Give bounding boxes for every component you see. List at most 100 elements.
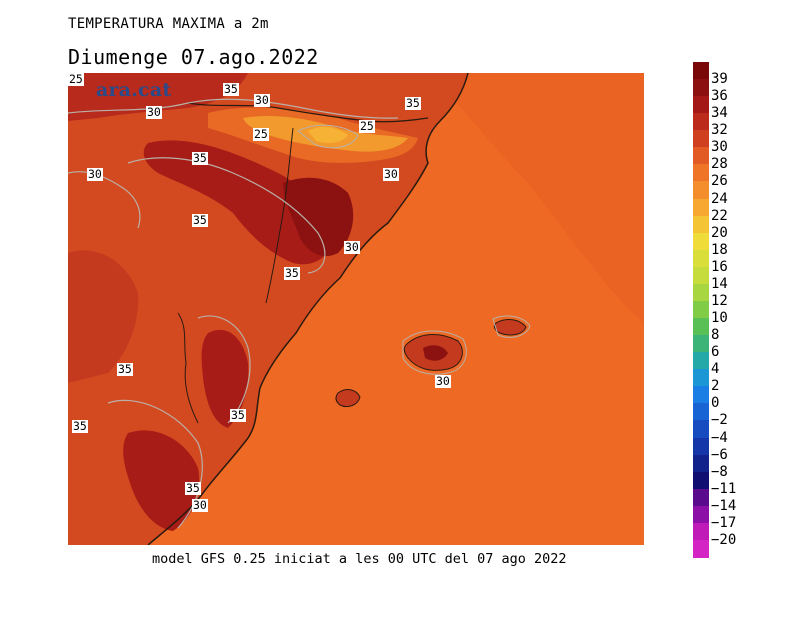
- legend-swatch: [693, 164, 709, 183]
- map-title: TEMPERATURA MAXIMA a 2m: [68, 16, 269, 32]
- legend-label: 14: [711, 275, 728, 292]
- legend-swatch: [693, 96, 709, 114]
- legend-swatch: [693, 300, 709, 319]
- isotherm-contour: [68, 98, 399, 119]
- isotherm-contour: [402, 330, 467, 375]
- contour-label: 30: [435, 374, 451, 388]
- isotherm-contour: [127, 157, 326, 274]
- west-interior-warm: [68, 250, 139, 383]
- legend-swatch: [693, 283, 709, 302]
- legend-swatch: [693, 420, 709, 439]
- legend-label: −20: [711, 531, 737, 548]
- legend-label: −2: [711, 412, 728, 429]
- southern-interior-hot: [123, 430, 200, 531]
- coastline: [147, 73, 469, 545]
- legend-label: 18: [711, 241, 728, 258]
- temperature-legend: 39 36 34 32 30 28 26 24 22 20 18 16 14 12 10 8 6 4 2 0 −2 −4−…: [693, 62, 783, 558]
- ibiza-island: [335, 389, 360, 407]
- legend-swatch: [693, 266, 709, 285]
- legend-label: 22: [711, 207, 728, 224]
- legend-swatch: [693, 181, 709, 200]
- legend-label: −17: [711, 514, 737, 531]
- legend-label: 12: [711, 292, 728, 309]
- contour-label: 30: [192, 498, 208, 512]
- menorca-island: [494, 319, 526, 335]
- legend-swatch: [693, 198, 709, 217]
- ara-cat-logo: ara.cat: [96, 79, 172, 101]
- forecast-date: Diumenge 07.ago.2022: [68, 45, 319, 69]
- contour-label: 25: [253, 127, 269, 141]
- contour-label: 35: [230, 408, 246, 422]
- contour-label: 35: [117, 362, 133, 376]
- legend-label: 28: [711, 156, 728, 173]
- legend-swatch: [693, 369, 709, 387]
- contour-label: 25: [68, 72, 84, 86]
- contour-label: 35: [192, 151, 208, 165]
- legend-swatch: [693, 232, 709, 251]
- sea-northeast-band: [428, 73, 644, 323]
- legend-swatch: [693, 352, 709, 370]
- contour-label: 30: [146, 105, 162, 119]
- border-line-2: [265, 127, 294, 304]
- legend-label: 20: [711, 224, 728, 241]
- france-hot-zone: [68, 73, 248, 121]
- legend-swatch: [693, 505, 709, 524]
- legend-label: 10: [711, 310, 728, 327]
- contour-label: 35: [223, 82, 239, 96]
- contour-label: 25: [359, 119, 375, 133]
- legend-swatch: [693, 130, 709, 148]
- legend-swatch: [693, 249, 709, 268]
- legend-swatch: [693, 454, 709, 473]
- model-caption: model GFS 0.25 iniciat a les 00 UTC del …: [152, 551, 567, 567]
- island-outline-3: [335, 389, 361, 408]
- legend-label: 8: [711, 327, 720, 344]
- legend-swatch: [693, 437, 709, 456]
- legend-swatch: [693, 147, 709, 165]
- legend-swatch: [693, 539, 709, 558]
- land-area: [68, 73, 468, 545]
- legend-label: 36: [711, 88, 728, 105]
- legend-label: −14: [711, 497, 737, 514]
- legend-label: 24: [711, 190, 728, 207]
- legend-label: 6: [711, 344, 720, 361]
- border-line-3: [177, 312, 199, 424]
- legend-label: 26: [711, 173, 728, 190]
- isotherm-contour: [492, 315, 531, 338]
- contour-label: 35: [192, 213, 208, 227]
- legend-label: −4: [711, 429, 728, 446]
- island-outline-2: [493, 319, 527, 336]
- legend-swatch: [693, 471, 709, 490]
- contour-label: 35: [284, 266, 300, 280]
- isotherm-contour: [68, 171, 141, 229]
- contour-label: 30: [344, 240, 360, 254]
- legend-swatch: [693, 318, 709, 336]
- legend-swatch: [693, 113, 709, 131]
- legend-label: 16: [711, 258, 728, 275]
- legend-label: 39: [711, 71, 728, 88]
- legend-swatch: [693, 215, 709, 234]
- contour-label: 30: [254, 93, 270, 107]
- valencia-interior-hot: [201, 329, 249, 428]
- legend-label: −8: [711, 463, 728, 480]
- legend-label: 34: [711, 105, 728, 122]
- legend-swatch: [693, 79, 709, 97]
- catalonia-hot: [283, 177, 354, 257]
- mallorca-hot-core: [423, 345, 448, 361]
- legend-label: 4: [711, 361, 720, 378]
- legend-swatch: [693, 335, 709, 353]
- isotherm-contour: [197, 315, 251, 424]
- legend-swatch: [693, 403, 709, 422]
- legend-label: 32: [711, 122, 728, 139]
- legend-swatch: [693, 488, 709, 507]
- island-outline: [403, 334, 463, 371]
- legend-label: 30: [711, 139, 728, 156]
- ebro-valley-hot: [143, 140, 333, 265]
- legend-label: −11: [711, 480, 737, 497]
- legend-swatch: [693, 522, 709, 541]
- contour-label: 30: [87, 167, 103, 181]
- legend-swatch: [693, 62, 709, 80]
- pyrenees-coldest: [308, 126, 348, 143]
- legend-swatch: [693, 386, 709, 404]
- legend-label: −6: [711, 446, 728, 463]
